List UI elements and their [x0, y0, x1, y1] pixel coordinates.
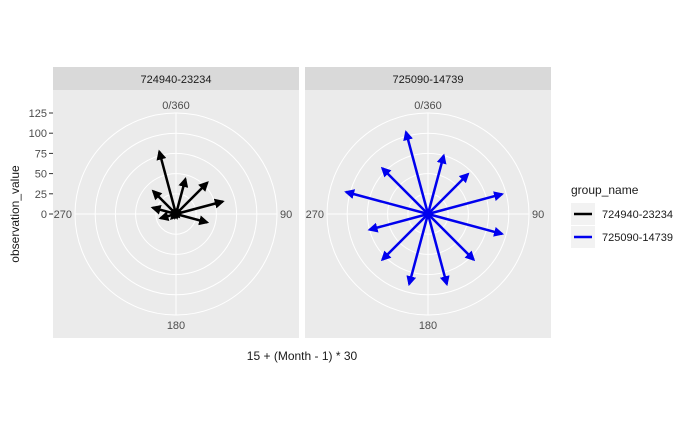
- legend-label-1: 724940-23234: [602, 209, 673, 221]
- facet-panel-1: 724940-23234 0/360 90 180 270: [53, 67, 299, 338]
- arrow-mark: [156, 149, 178, 215]
- arrow-mark: [427, 191, 505, 216]
- arrow-mark: [426, 213, 450, 287]
- arrow-mark: [426, 153, 447, 215]
- panel-strip: [305, 67, 551, 90]
- arrow-mark: [158, 211, 177, 221]
- radial-tick-label: 125: [29, 108, 47, 120]
- panel-strip-label: 725090-14739: [393, 74, 464, 86]
- radial-tick-label: 75: [35, 148, 47, 160]
- arrow-mark: [150, 204, 177, 216]
- arrow-series: [344, 130, 505, 287]
- radial-axis: 0 25 50 75 100 125: [29, 108, 53, 221]
- arrow-mark: [151, 189, 177, 215]
- arrow-mark: [427, 212, 505, 237]
- radial-tick-label: 0: [41, 209, 47, 221]
- arrow-mark: [427, 172, 470, 215]
- arrow-series: [150, 149, 225, 226]
- panel-strip: [53, 67, 299, 90]
- polar-grid: [74, 112, 278, 316]
- facet-panel-2: 725090-14739 0/360 90 180 270: [305, 67, 551, 338]
- radial-tick-label: 100: [29, 128, 47, 140]
- angle-label: 0/360: [414, 100, 442, 112]
- y-axis-title: observation_value: [8, 165, 22, 263]
- angle-label: 90: [280, 209, 292, 221]
- angle-label: 180: [167, 320, 185, 332]
- arrow-mark: [380, 166, 429, 215]
- arrow-mark: [380, 213, 429, 262]
- legend-label-2: 725090-14739: [602, 232, 673, 244]
- angle-labels: 0/360 90 180 270: [54, 100, 293, 332]
- angle-label: 180: [419, 320, 437, 332]
- radial-tick-label: 50: [35, 169, 47, 181]
- arrow-mark: [175, 198, 225, 216]
- legend-entry-1: 724940-23234: [571, 203, 673, 225]
- legend-entry-2: 725090-14739: [571, 226, 673, 248]
- arrow-mark: [427, 213, 476, 262]
- legend: group_name 724940-23234 725090-14739: [571, 183, 673, 248]
- angle-labels: 0/360 90 180 270: [306, 100, 545, 332]
- arrow-mark: [403, 130, 430, 215]
- radial-tick-label: 25: [35, 189, 47, 201]
- angle-label: 270: [54, 209, 72, 221]
- legend-title: group_name: [571, 183, 639, 197]
- arrow-mark: [175, 181, 209, 215]
- arrow-mark: [406, 213, 430, 287]
- angle-label: 270: [306, 209, 324, 221]
- x-axis-title: 15 + (Month - 1) * 30: [247, 349, 358, 363]
- angle-label: 90: [532, 209, 544, 221]
- arrow-mark: [367, 212, 429, 233]
- panel-strip-label: 724940-23234: [141, 74, 212, 86]
- angle-label: 0/360: [162, 100, 190, 112]
- arrow-mark: [344, 189, 429, 216]
- polar-grid: [326, 112, 530, 316]
